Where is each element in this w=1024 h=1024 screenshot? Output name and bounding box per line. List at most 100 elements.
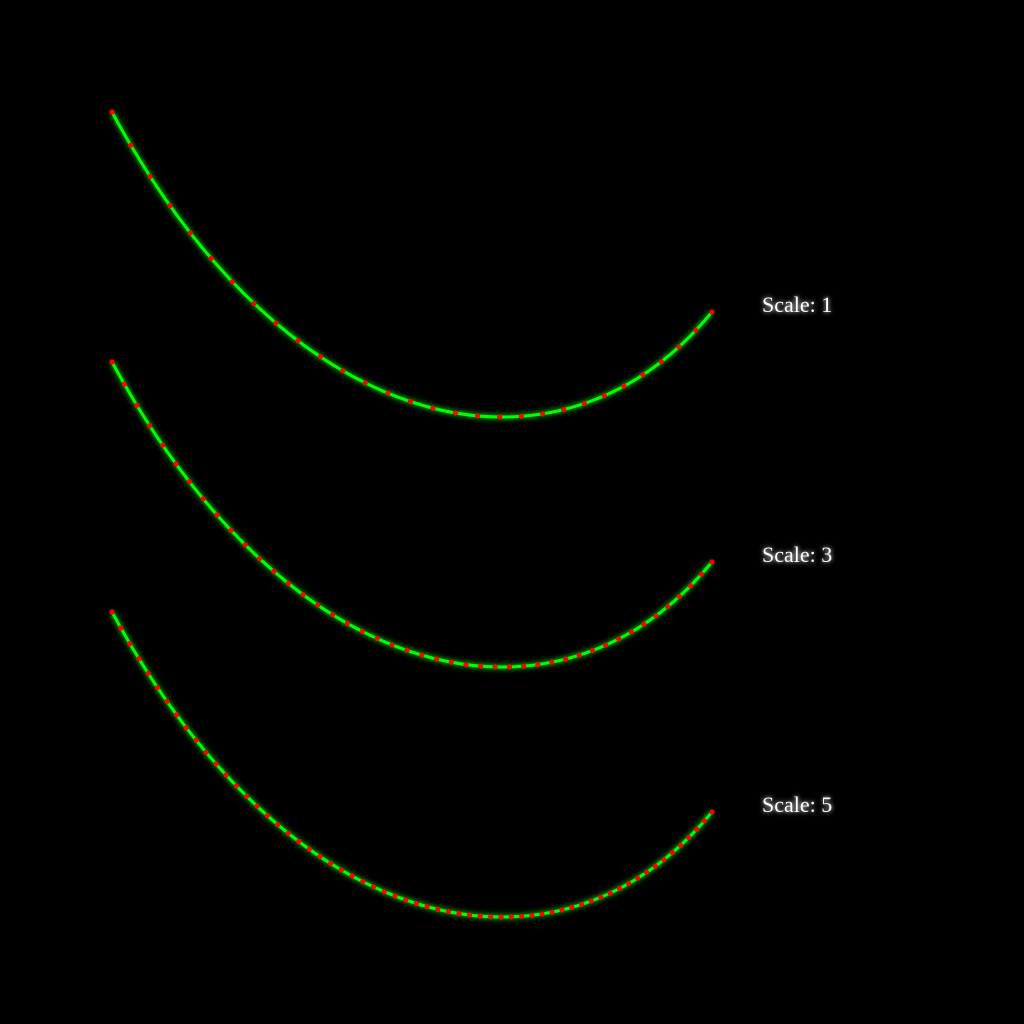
curve-point [701, 818, 708, 824]
curve-point [598, 894, 604, 900]
curve-point [430, 405, 436, 411]
curve-point [626, 880, 632, 887]
curve-point [360, 879, 366, 885]
curve-point [109, 359, 115, 365]
curve-point [121, 381, 127, 387]
curve-point [676, 593, 682, 600]
curve-point [223, 772, 229, 778]
curve-point [285, 580, 291, 587]
curve-point [349, 873, 355, 879]
curve-point [109, 109, 115, 115]
curve-point [404, 647, 410, 654]
curve-point [242, 542, 248, 548]
curve-point [295, 338, 301, 344]
curve-point [136, 656, 142, 662]
curve-point [403, 897, 409, 903]
curve-point [435, 906, 441, 913]
curve-point [506, 664, 513, 670]
curve-point [370, 884, 377, 890]
curve-point [698, 571, 705, 577]
curve-point [607, 890, 613, 896]
curve-point [463, 662, 469, 668]
curve-point [569, 904, 575, 911]
curve-point [183, 725, 189, 731]
curve-point [173, 461, 179, 467]
curve-point [434, 656, 440, 662]
curve-point [296, 838, 302, 845]
curve-point [419, 652, 425, 658]
curve-point [424, 904, 430, 910]
scale-label-2: Scale: 3 [762, 542, 832, 567]
curve-point [200, 496, 206, 502]
curve-point [641, 621, 647, 627]
curve-line-1 [110, 111, 714, 419]
curve-point [518, 413, 524, 419]
curve-point [330, 612, 336, 618]
curve-point [214, 512, 220, 518]
curve-point [640, 372, 646, 378]
curve-point [134, 402, 140, 408]
curve-point [233, 783, 239, 789]
curve-point [362, 380, 368, 386]
curve-point [187, 230, 193, 236]
curve-point [164, 698, 170, 705]
curve-point [147, 173, 153, 179]
curve-point [561, 407, 567, 413]
curve-point [686, 834, 692, 841]
curve-point [244, 793, 250, 799]
curve-point [563, 656, 569, 662]
curve-line-2 [110, 361, 714, 669]
curve-point [589, 647, 596, 654]
curve-point [539, 911, 545, 917]
curve-point [328, 860, 334, 867]
curve-point [653, 613, 659, 619]
curve-point [456, 911, 462, 917]
curve-point [694, 826, 700, 833]
curve-point [497, 414, 503, 420]
curve-point [621, 383, 627, 389]
curve-point [581, 400, 587, 407]
curve-point [392, 893, 398, 899]
curve-point [413, 900, 419, 907]
curve-point [492, 664, 498, 670]
curve-point [709, 309, 715, 315]
curve-point [688, 583, 694, 589]
curve-point [251, 300, 257, 306]
curve-point [521, 663, 527, 669]
curve-point [317, 853, 323, 860]
curve-point [128, 142, 134, 148]
curve-point [344, 620, 350, 627]
curve-point [535, 662, 541, 668]
curve-point [709, 809, 715, 815]
curve-point [254, 803, 260, 809]
curve-point [665, 603, 671, 610]
curve-point [678, 842, 684, 848]
curve-point [145, 670, 151, 677]
curve-point [359, 628, 365, 634]
curve-point [588, 898, 594, 904]
curve-point [273, 320, 279, 326]
curve-point [275, 822, 281, 828]
curve-point [213, 761, 219, 767]
curve-point [676, 344, 682, 350]
curve-point [478, 663, 484, 669]
curve-point [300, 592, 306, 598]
curve-point [174, 712, 180, 718]
curve-point [603, 642, 609, 648]
curve-point [193, 737, 199, 743]
curve-point [488, 914, 494, 920]
curve-point [186, 479, 192, 485]
curve-point [628, 629, 634, 635]
curve-point [669, 850, 676, 856]
curve-point [228, 527, 234, 533]
curve-point [407, 399, 414, 405]
curve-point [167, 203, 173, 209]
curve-point [317, 354, 323, 360]
curve-point [118, 625, 124, 631]
curve-point [109, 609, 115, 615]
curve-point [477, 913, 483, 919]
curve-point [549, 659, 555, 665]
curve-point [467, 912, 473, 918]
